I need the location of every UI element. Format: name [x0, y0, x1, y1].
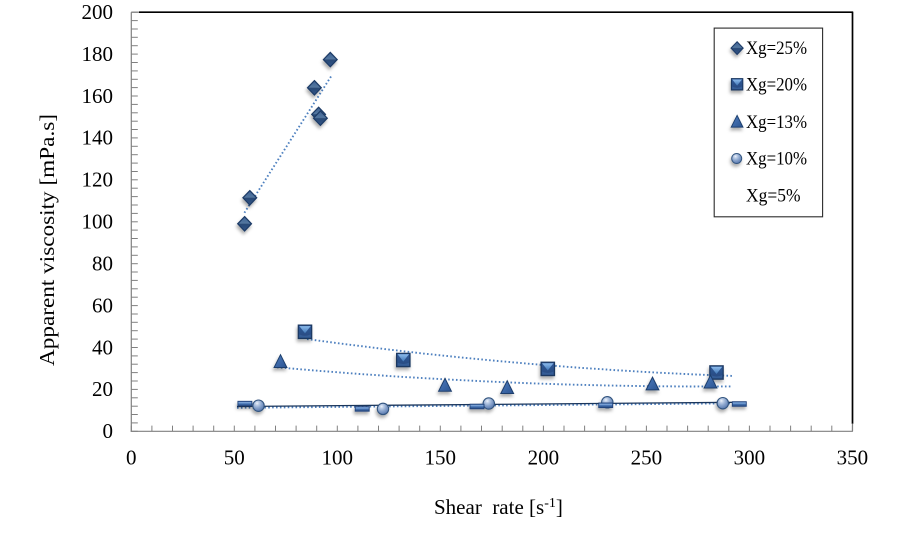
svg-text:140: 140 [82, 126, 114, 150]
svg-text:Xg=10%: Xg=10% [746, 149, 807, 170]
svg-text:250: 250 [631, 446, 663, 470]
svg-text:200: 200 [528, 446, 560, 470]
svg-text:Shear rate [s-1]: Shear rate [s-1] [434, 495, 563, 519]
svg-text:180: 180 [82, 42, 114, 66]
svg-text:Xg=5%: Xg=5% [746, 186, 801, 207]
svg-text:100: 100 [322, 446, 354, 470]
svg-text:Xg=13%: Xg=13% [746, 112, 807, 133]
svg-text:350: 350 [837, 446, 869, 470]
svg-text:300: 300 [734, 446, 766, 470]
svg-text:100: 100 [82, 210, 114, 234]
svg-text:80: 80 [92, 252, 113, 276]
svg-text:40: 40 [92, 335, 113, 359]
svg-text:Xg=25%: Xg=25% [746, 38, 807, 59]
svg-text:0: 0 [126, 446, 137, 470]
svg-text:Apparent viscosity [mPa.s]: Apparent viscosity [mPa.s] [35, 114, 59, 366]
svg-text:150: 150 [425, 446, 457, 470]
svg-text:120: 120 [82, 168, 114, 192]
svg-text:20: 20 [92, 377, 113, 401]
svg-text:0: 0 [103, 419, 114, 443]
svg-text:160: 160 [82, 84, 114, 108]
svg-text:Xg=20%: Xg=20% [746, 75, 807, 96]
svg-text:60: 60 [92, 293, 113, 317]
svg-text:50: 50 [224, 446, 245, 470]
svg-text:200: 200 [82, 0, 114, 24]
